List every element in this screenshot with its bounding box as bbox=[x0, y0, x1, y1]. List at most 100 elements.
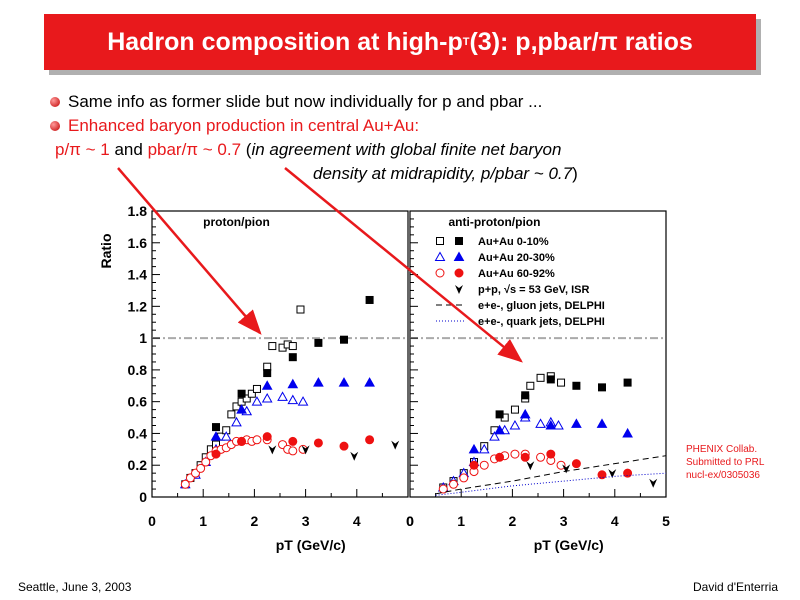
data-point-triangle bbox=[287, 394, 299, 405]
x-tick-label: 0 bbox=[406, 513, 414, 529]
data-point-triangle bbox=[277, 391, 288, 401]
data-point-triangle bbox=[494, 424, 505, 435]
data-point-star bbox=[649, 478, 658, 488]
data-point-triangle bbox=[596, 418, 608, 428]
data-point-circle bbox=[237, 436, 247, 446]
data-point-star bbox=[391, 440, 400, 450]
footer-date: Seattle, June 3, 2003 bbox=[18, 580, 132, 594]
data-point-square bbox=[314, 338, 323, 347]
y-tick-label: 1.4 bbox=[128, 267, 148, 283]
x-tick-label: 2 bbox=[509, 513, 517, 529]
data-point-circle bbox=[252, 435, 262, 445]
data-point-square bbox=[557, 378, 566, 387]
data-series bbox=[435, 472, 667, 496]
data-point-circle bbox=[459, 473, 469, 483]
bullet-line-4: density at midrapidity, p/pbar ~ 0.7) bbox=[50, 162, 750, 186]
data-point-square bbox=[242, 394, 251, 403]
data-point-circle bbox=[469, 460, 479, 470]
footer-author: David d'Enterria bbox=[693, 580, 778, 594]
reference-line-1: PHENIX Collab. bbox=[686, 444, 758, 455]
data-point-circle bbox=[454, 268, 464, 278]
bullet-text-1: Same info as former slide but now indivi… bbox=[68, 92, 543, 111]
data-point-square bbox=[623, 378, 632, 387]
data-point-star bbox=[562, 464, 571, 474]
y-tick-label: 1.2 bbox=[128, 298, 148, 314]
data-point-triangle bbox=[338, 377, 350, 387]
data-point-circle bbox=[211, 449, 221, 459]
data-point-triangle bbox=[535, 418, 546, 428]
slide-title: Hadron composition at high-p T (3): p,pba… bbox=[44, 14, 756, 70]
data-point-square bbox=[237, 389, 246, 398]
x-tick-label: 3 bbox=[560, 513, 568, 529]
data-point-circle bbox=[536, 452, 546, 462]
data-point-square bbox=[232, 402, 241, 411]
bullet-item-1: Same info as former slide but now indivi… bbox=[50, 90, 750, 114]
data-point-square bbox=[495, 410, 504, 419]
data-point-triangle bbox=[434, 251, 446, 261]
data-series bbox=[268, 440, 400, 461]
y-tick-label: 1.6 bbox=[128, 235, 148, 251]
theory-curve bbox=[435, 472, 667, 496]
data-point-circle bbox=[339, 441, 349, 451]
data-point-square bbox=[288, 342, 297, 351]
data-point-circle bbox=[438, 484, 448, 494]
data-point-triangle bbox=[478, 443, 490, 454]
data-point-square bbox=[268, 342, 277, 351]
legend-entry: e+e-, quark jets, DELPHI bbox=[478, 316, 605, 328]
panel-title: proton/pion bbox=[203, 215, 270, 229]
x-axis-label: pT (GeV/c) bbox=[276, 537, 346, 553]
x-tick-label: 1 bbox=[457, 513, 465, 529]
data-point-triangle bbox=[571, 418, 582, 428]
panel-title: anti-proton/pion bbox=[448, 215, 540, 229]
data-series bbox=[212, 295, 374, 432]
reference-line-3: nucl-ex/0305036 bbox=[686, 470, 760, 481]
y-tick-label: 0.6 bbox=[128, 394, 148, 410]
chart-panel-1: 0 1 2 3 4 pT (GeV/c) 0 0.2 0.4 0.6 0.8 1 1.2 1.4 1.6 1.… bbox=[98, 203, 409, 553]
data-point-square bbox=[572, 381, 581, 390]
y-tick-label: 1 bbox=[139, 330, 147, 346]
paren-open: ( bbox=[241, 140, 252, 159]
data-point-triangle bbox=[553, 419, 564, 430]
data-point-triangle bbox=[509, 419, 521, 430]
and-text: and bbox=[109, 140, 148, 159]
data-series bbox=[468, 408, 633, 454]
data-point-circle bbox=[449, 479, 459, 489]
data-point-circle bbox=[520, 452, 530, 462]
x-tick-label: 0 bbox=[148, 513, 156, 529]
annotation-arrow-proton bbox=[117, 167, 262, 335]
x-tick-label: 5 bbox=[662, 513, 670, 529]
data-point-triangle bbox=[468, 443, 480, 454]
reference-note: PHENIX Collab. Submitted to PRL nucl-ex/… bbox=[686, 443, 764, 482]
density-text: density at midrapidity, p/pbar ~ 0.7 bbox=[313, 164, 573, 183]
data-point-square bbox=[536, 373, 545, 382]
legend-entry: p+p, √s = 53 GeV, ISR bbox=[478, 284, 589, 296]
x-axis: 0 1 2 3 4 50 bbox=[406, 489, 670, 529]
x-tick-label: 4 bbox=[611, 513, 619, 529]
data-series bbox=[469, 449, 633, 480]
legend-entry: Au+Au 20-30% bbox=[478, 252, 555, 264]
y-axis bbox=[410, 210, 418, 498]
data-point-triangle bbox=[545, 419, 557, 430]
data-point-square bbox=[340, 335, 348, 344]
data-point-circle bbox=[571, 459, 581, 469]
x-axis-label: pT (GeV/c) bbox=[534, 537, 604, 553]
x-tick-label: 4 bbox=[353, 513, 361, 529]
data-point-square bbox=[263, 369, 272, 378]
theory-curve bbox=[435, 455, 667, 495]
data-point-circle bbox=[495, 452, 505, 462]
pbar-pi-ratio: pbar/π ~ 0.7 bbox=[147, 140, 242, 159]
data-point-triangle bbox=[622, 427, 633, 438]
data-point-star bbox=[455, 285, 463, 294]
data-point-circle bbox=[546, 449, 556, 459]
title-post: (3): p,pbar/π ratios bbox=[469, 27, 693, 56]
y-tick-label: 0.8 bbox=[128, 362, 148, 378]
data-point-triangle bbox=[313, 377, 324, 387]
data-point-triangle bbox=[261, 392, 273, 403]
data-point-square bbox=[510, 405, 519, 414]
data-point-triangle bbox=[236, 404, 247, 414]
data-series bbox=[435, 455, 667, 495]
data-point-star bbox=[350, 451, 359, 461]
data-point-triangle bbox=[519, 408, 531, 419]
data-point-triangle bbox=[210, 431, 222, 441]
